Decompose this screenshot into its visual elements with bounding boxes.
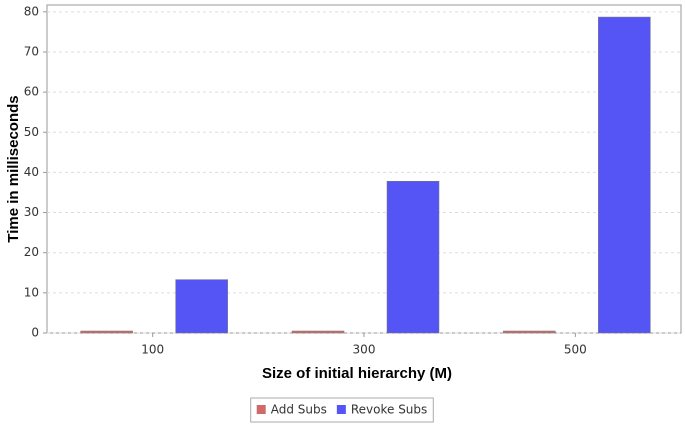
x-tick-label: 300 bbox=[353, 343, 376, 357]
legend-label: Add Subs bbox=[271, 403, 327, 417]
y-tick-label: 70 bbox=[24, 44, 39, 58]
bar bbox=[291, 330, 345, 334]
plot-area bbox=[46, 4, 682, 334]
x-axis-title: Size of initial hierarchy (M) bbox=[262, 365, 452, 382]
y-tick-label: 30 bbox=[24, 205, 39, 219]
bar bbox=[386, 180, 440, 334]
legend-label: Revoke Subs bbox=[351, 403, 427, 417]
y-tick-label: 0 bbox=[31, 326, 39, 340]
y-tick-label: 60 bbox=[24, 85, 39, 99]
bar bbox=[80, 330, 133, 334]
x-tick-label: 100 bbox=[141, 343, 164, 357]
legend-swatch bbox=[256, 405, 266, 414]
legend: Add Subs Revoke Subs bbox=[250, 397, 434, 423]
y-tick-label: 80 bbox=[24, 4, 39, 18]
y-tick-label: 10 bbox=[24, 285, 39, 299]
y-tick-label: 40 bbox=[24, 165, 39, 179]
y-tick-label: 20 bbox=[24, 245, 39, 259]
x-tick-label: 500 bbox=[564, 343, 587, 357]
bar bbox=[598, 16, 651, 334]
bar bbox=[503, 330, 556, 334]
legend-swatch bbox=[336, 405, 346, 414]
y-axis-title: Time in milliseconds bbox=[5, 95, 22, 242]
bar bbox=[175, 279, 228, 334]
y-tick-label: 50 bbox=[24, 125, 39, 139]
x-title-box bbox=[252, 357, 462, 387]
